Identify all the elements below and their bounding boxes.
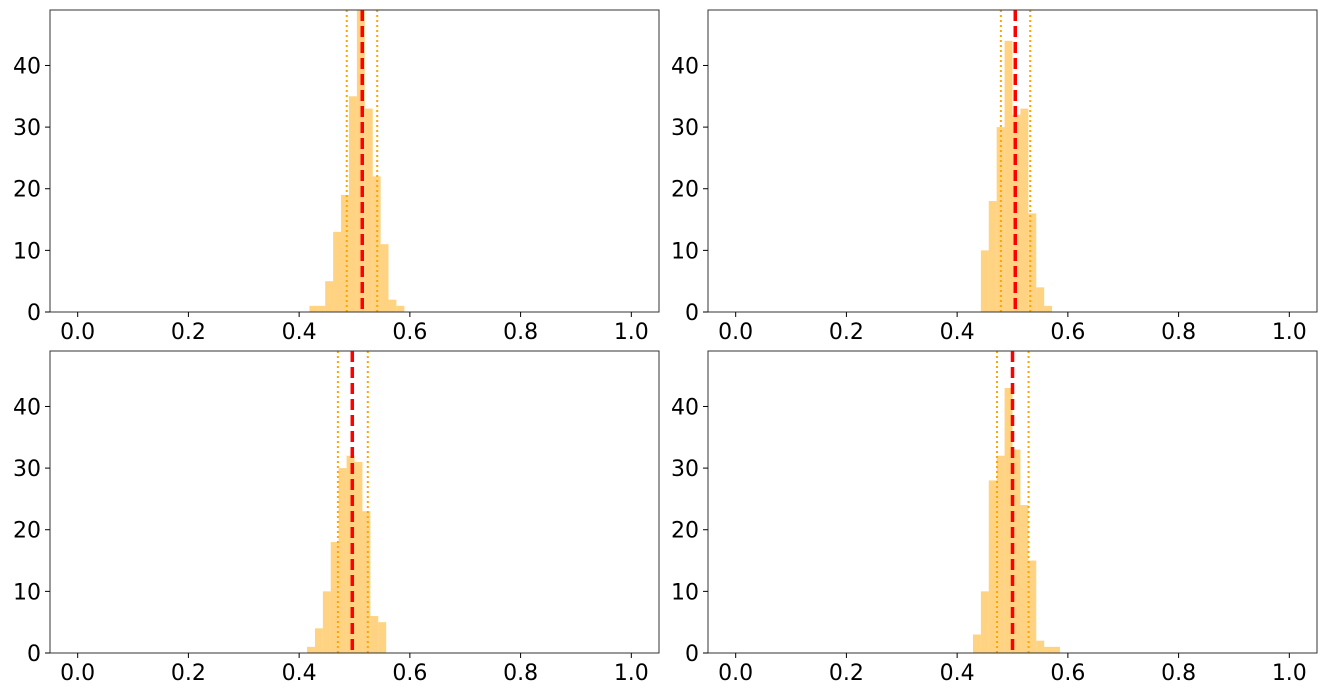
y-tick-label: 0 (685, 301, 699, 326)
histogram-bar (364, 108, 373, 312)
y-tick-label: 30 (671, 116, 699, 141)
x-tick-label: 0.2 (829, 320, 864, 345)
x-tick-label: 0.8 (503, 320, 538, 345)
plot-area (307, 351, 387, 653)
y-tick-label: 0 (685, 642, 699, 667)
histogram-bar (396, 305, 405, 312)
histogram-bar (317, 305, 326, 312)
histogram-bar (1044, 646, 1053, 653)
histogram-bar (348, 96, 357, 312)
histogram-bar (1020, 505, 1029, 653)
x-tick-label: 1.0 (1272, 320, 1307, 345)
y-tick-label: 30 (13, 457, 41, 482)
y-tick-label: 20 (13, 519, 41, 544)
histogram-bar (1036, 287, 1045, 312)
histogram-bar (341, 194, 349, 312)
histogram-bar (1028, 213, 1037, 312)
x-tick-label: 0.0 (718, 661, 753, 686)
histogram-bar (309, 305, 318, 312)
x-tick-label: 0.6 (392, 320, 427, 345)
histogram-bar (330, 542, 339, 653)
histogram-bar (362, 511, 371, 653)
x-tick-label: 0.2 (171, 320, 206, 345)
y-tick-label: 20 (671, 178, 699, 203)
axes-frame (49, 350, 660, 654)
y-tick-label: 10 (13, 239, 41, 264)
histogram-panel-3: 0.0 0.2 0.4 0.6 0.8 1.0 0 10 20 30 40 (13, 350, 660, 686)
x-tick-label: 0.0 (60, 661, 95, 686)
plot-area (972, 351, 1060, 653)
y-tick-label: 30 (671, 457, 699, 482)
x-tick-label: 0.8 (1161, 320, 1196, 345)
histogram-bar (314, 628, 323, 653)
histogram-panel-4: 0.0 0.2 0.4 0.6 0.8 1.0 0 10 20 30 40 (671, 350, 1318, 686)
histogram-bar (1044, 305, 1053, 312)
x-tick-label: 0.4 (282, 320, 317, 345)
histogram-bar (378, 622, 387, 653)
y-tick-label: 10 (671, 580, 699, 605)
x-tick-label: 0.6 (1050, 320, 1085, 345)
plot-area (980, 10, 1053, 312)
histogram-bar (307, 646, 315, 653)
x-tick-label: 1.0 (614, 661, 649, 686)
y-tick-label: 20 (13, 178, 41, 203)
histogram-bar (372, 176, 381, 312)
histogram-bar (388, 299, 397, 312)
histogram-bar (980, 591, 989, 653)
x-tick-label: 0.4 (940, 661, 975, 686)
axes-frame (49, 9, 660, 313)
histogram-bar (1020, 108, 1029, 312)
histogram-bar (972, 634, 981, 653)
x-tick-label: 0.8 (503, 661, 538, 686)
x-tick-label: 0.0 (718, 320, 753, 345)
x-tick-label: 1.0 (614, 320, 649, 345)
y-tick-label: 30 (13, 116, 41, 141)
y-tick-label: 0 (27, 301, 41, 326)
histogram-bar (988, 201, 997, 312)
x-tick-label: 0.2 (171, 661, 206, 686)
x-tick-label: 1.0 (1272, 661, 1307, 686)
histogram-bar (1052, 646, 1060, 653)
x-tick-label: 0.6 (1050, 661, 1085, 686)
histogram-bar (370, 616, 379, 653)
histogram-bar (1028, 560, 1037, 653)
histogram-panel-1: 0.0 0.2 0.4 0.6 0.8 1.0 0 10 20 30 40 (13, 9, 660, 345)
histogram-bar (354, 461, 363, 653)
histogram-bar (980, 250, 989, 312)
histogram-bar (325, 281, 334, 312)
histogram-bar (333, 231, 342, 312)
y-tick-label: 10 (13, 580, 41, 605)
y-tick-label: 10 (671, 239, 699, 264)
histogram-bar (322, 591, 331, 653)
y-tick-label: 40 (13, 54, 41, 79)
histogram-bar (996, 127, 1005, 312)
y-tick-label: 40 (671, 54, 699, 79)
histogram-bar (1036, 640, 1045, 653)
y-tick-label: 20 (671, 519, 699, 544)
histogram-bar (1012, 449, 1021, 653)
plot-area (309, 10, 405, 312)
histogram-bar (1012, 114, 1021, 312)
histogram-bar (380, 244, 389, 312)
histogram-bar (338, 468, 347, 653)
histogram-bar (346, 455, 355, 653)
axes-frame (707, 350, 1318, 654)
x-tick-label: 0.8 (1161, 661, 1196, 686)
x-tick-label: 0.4 (940, 320, 975, 345)
histogram-bar (988, 480, 997, 653)
histogram-panel-2: 0.0 0.2 0.4 0.6 0.8 1.0 0 10 20 30 40 (671, 9, 1318, 345)
histogram-bar (1004, 40, 1013, 312)
x-tick-label: 0.2 (829, 661, 864, 686)
axes-frame (707, 9, 1318, 313)
x-tick-label: 0.4 (282, 661, 317, 686)
x-tick-label: 0.0 (60, 320, 95, 345)
x-tick-label: 0.6 (392, 661, 427, 686)
histogram-bar (996, 455, 1005, 653)
y-tick-label: 40 (13, 395, 41, 420)
y-tick-label: 0 (27, 642, 41, 667)
histogram-bar (1004, 387, 1013, 653)
y-tick-label: 40 (671, 395, 699, 420)
